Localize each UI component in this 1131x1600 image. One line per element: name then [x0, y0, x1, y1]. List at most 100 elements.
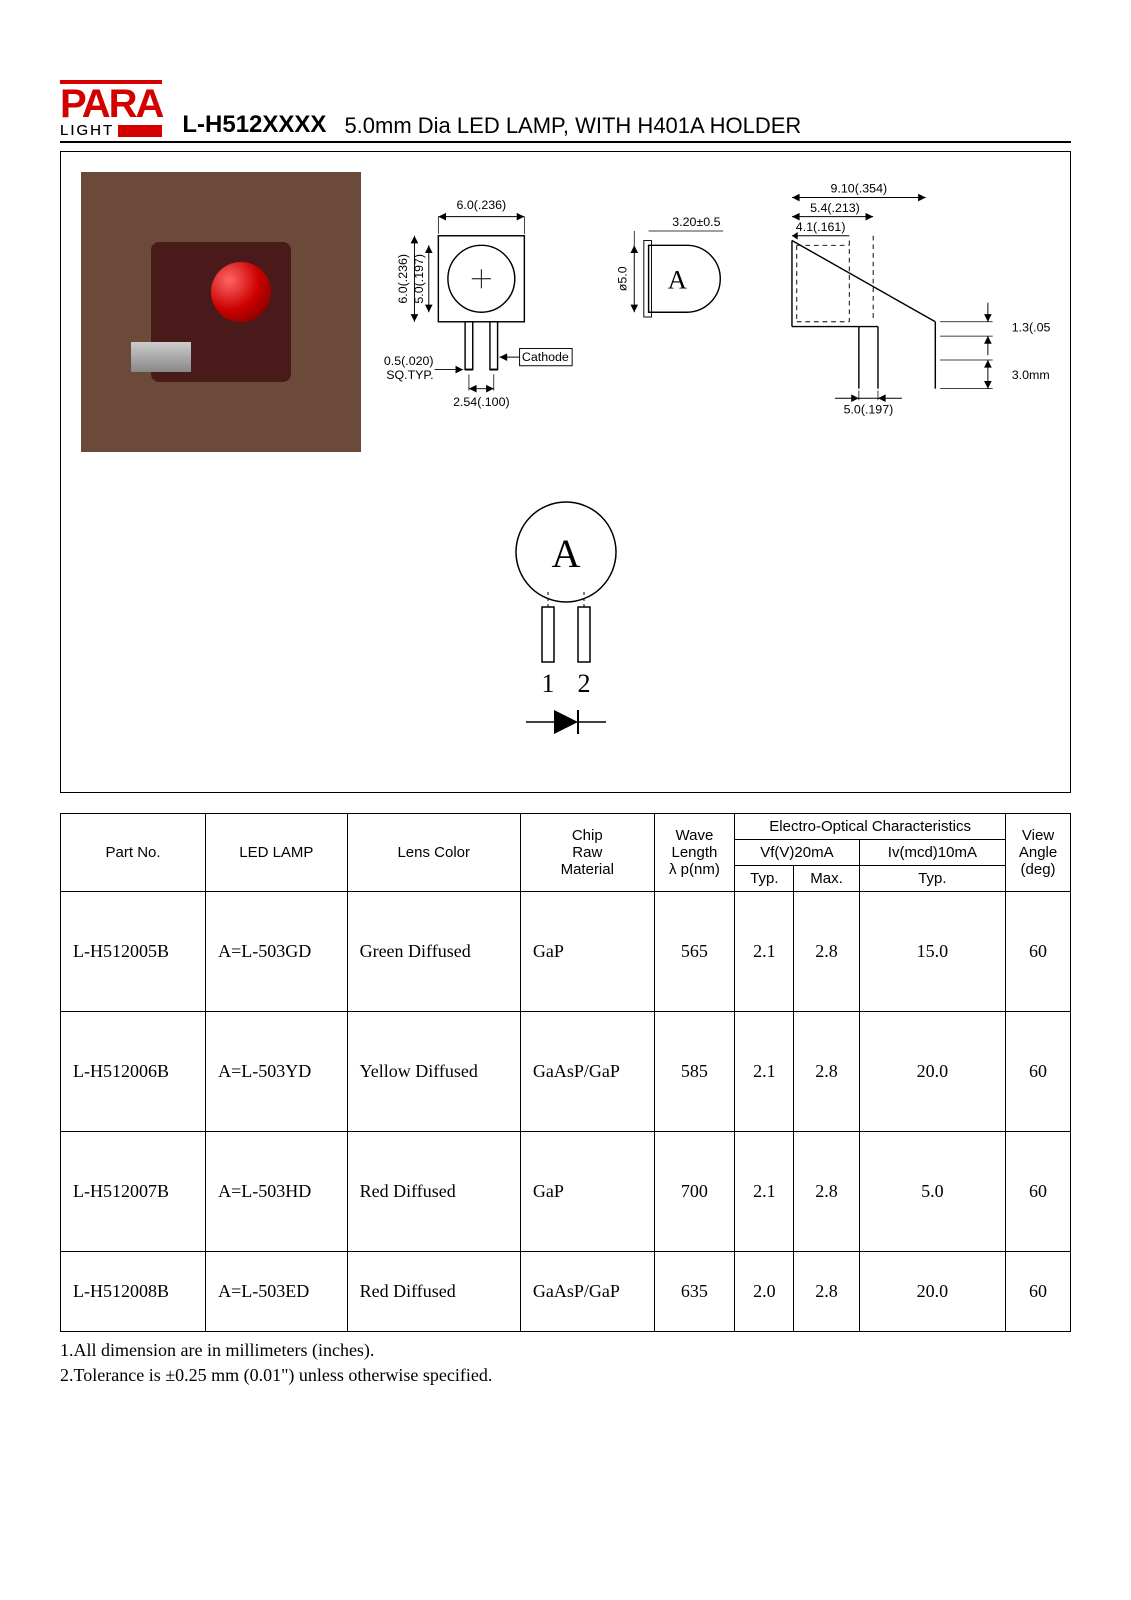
schematic-symbol: A 1 2 [81, 492, 1050, 752]
cell-chip: GaAsP/GaP [520, 1012, 654, 1132]
cell-partno: L-H512007B [61, 1132, 206, 1252]
th-wave: Wave Length λ p(nm) [654, 814, 735, 892]
technical-drawings: 6.0(.236) 6.0(.236) 5.0(.197) 0.5(.020) … [381, 172, 1050, 462]
dim-0-5-020: 0.5(.020) [384, 354, 434, 368]
cell-wave: 565 [654, 892, 735, 1012]
dim-1-3-052: 1.3(.052) [1012, 320, 1050, 334]
title-partno: L-H512XXXX [182, 111, 326, 139]
cell-lens: Red Diffused [347, 1132, 520, 1252]
logo-bottom-bar [118, 125, 162, 137]
cell-vftyp: 2.1 [735, 1132, 794, 1252]
th-iv: Iv(mcd)10mA [859, 840, 1005, 866]
spec-table: Part No. LED LAMP Lens Color Chip Raw Ma… [60, 813, 1071, 1332]
cell-lens: Red Diffused [347, 1252, 520, 1332]
letter-a-side: A [668, 264, 688, 294]
cell-vfmax: 2.8 [794, 1252, 859, 1332]
cell-angle: 60 [1006, 1132, 1071, 1252]
th-view-3: (deg) [1021, 861, 1056, 878]
spec-table-body: L-H512005B A=L-503GD Green Diffused GaP … [61, 892, 1071, 1332]
pin-2-label: 2 [577, 669, 590, 698]
cell-partno: L-H512008B [61, 1252, 206, 1332]
th-typ2: Typ. [859, 866, 1005, 892]
front-view: 6.0(.236) 6.0(.236) 5.0(.197) 0.5(.020) … [384, 198, 572, 409]
cell-ledlamp: A=L-503HD [206, 1132, 347, 1252]
th-partno: Part No. [61, 814, 206, 892]
table-row: L-H512006B A=L-503YD Yellow Diffused GaA… [61, 1012, 1071, 1132]
holder-side-view: 9.10(.354) 5.4(.213) 4.1(.161) [792, 182, 1050, 417]
cell-wave: 635 [654, 1252, 735, 1332]
cell-iv: 5.0 [859, 1132, 1005, 1252]
cell-vfmax: 2.8 [794, 892, 859, 1012]
schematic-letter-a: A [551, 531, 580, 576]
dim-5-0-197-v: 5.0(.197) [412, 254, 426, 304]
cell-lens: Yellow Diffused [347, 1012, 520, 1132]
cell-vftyp: 2.0 [735, 1252, 794, 1332]
th-chip-3: Material [561, 861, 614, 878]
dim-3-0mm: 3.0mm [1012, 368, 1050, 382]
th-chip-2: Raw [572, 844, 602, 861]
cell-vftyp: 2.1 [735, 892, 794, 1012]
cell-partno: L-H512005B [61, 892, 206, 1012]
diagram-top-row: 6.0(.236) 6.0(.236) 5.0(.197) 0.5(.020) … [81, 172, 1050, 462]
th-max: Max. [794, 866, 859, 892]
th-chip-1: Chip [572, 827, 603, 844]
cell-ledlamp: A=L-503ED [206, 1252, 347, 1332]
page-header: PARA LIGHT L-H512XXXX 5.0mm Dia LED LAMP… [60, 80, 1071, 143]
logo-bottom: LIGHT [60, 122, 162, 139]
cell-iv: 15.0 [859, 892, 1005, 1012]
cell-partno: L-H512006B [61, 1012, 206, 1132]
th-typ: Typ. [735, 866, 794, 892]
table-row: L-H512008B A=L-503ED Red Diffused GaAsP/… [61, 1252, 1071, 1332]
cell-chip: GaP [520, 1132, 654, 1252]
dim-6-0-236-v: 6.0(.236) [396, 254, 410, 304]
cell-iv: 20.0 [859, 1252, 1005, 1332]
title-desc: 5.0mm Dia LED LAMP, WITH H401A HOLDER [344, 113, 801, 139]
photo-pins [131, 342, 191, 372]
th-lenscolor: Lens Color [347, 814, 520, 892]
th-eoc: Electro-Optical Characteristics [735, 814, 1006, 840]
dim-4-1-161: 4.1(.161) [796, 220, 846, 234]
th-chip: Chip Raw Material [520, 814, 654, 892]
schematic-svg: A 1 2 [476, 492, 656, 752]
footnote-2: 2.Tolerance is ±0.25 mm (0.01") unless o… [60, 1363, 1071, 1388]
footnote-1: 1.All dimension are in millimeters (inch… [60, 1338, 1071, 1363]
logo-bottom-text: LIGHT [60, 122, 118, 139]
photo-led-dome [211, 262, 271, 322]
logo: PARA LIGHT [60, 80, 162, 139]
footnotes: 1.All dimension are in millimeters (inch… [60, 1338, 1071, 1388]
cell-vfmax: 2.8 [794, 1012, 859, 1132]
dim-phi5-0: ø5.0 [616, 266, 630, 291]
spec-table-head: Part No. LED LAMP Lens Color Chip Raw Ma… [61, 814, 1071, 892]
dim-5-0-197-h: 5.0(.197) [844, 403, 894, 417]
dim-5-4-213: 5.4(.213) [810, 201, 860, 215]
cell-vftyp: 2.1 [735, 1012, 794, 1132]
cell-angle: 60 [1006, 1252, 1071, 1332]
cell-angle: 60 [1006, 892, 1071, 1012]
th-vf: Vf(V)20mA [735, 840, 859, 866]
cell-vfmax: 2.8 [794, 1132, 859, 1252]
product-photo [81, 172, 361, 452]
table-row: L-H512007B A=L-503HD Red Diffused GaP 70… [61, 1132, 1071, 1252]
cell-ledlamp: A=L-503YD [206, 1012, 347, 1132]
pin-1-label: 1 [541, 669, 554, 698]
dim-9-10-354: 9.10(.354) [831, 182, 888, 196]
side-view: ø5.0 A 3.20±0.5 [616, 215, 724, 317]
th-wave-3: λ p(nm) [669, 861, 720, 878]
dim-sq-typ: SQ.TYP. [386, 368, 433, 382]
dim-2-54-100: 2.54(.100) [453, 395, 510, 409]
cell-wave: 585 [654, 1012, 735, 1132]
cathode-label: Cathode [522, 350, 569, 364]
drawings-svg: 6.0(.236) 6.0(.236) 5.0(.197) 0.5(.020) … [381, 172, 1050, 462]
logo-top: PARA [60, 80, 162, 122]
th-ledlamp: LED LAMP [206, 814, 347, 892]
cell-wave: 700 [654, 1132, 735, 1252]
cell-lens: Green Diffused [347, 892, 520, 1012]
cell-iv: 20.0 [859, 1012, 1005, 1132]
cell-ledlamp: A=L-503GD [206, 892, 347, 1012]
table-row: L-H512005B A=L-503GD Green Diffused GaP … [61, 892, 1071, 1012]
th-wave-2: Length [671, 844, 717, 861]
dim-6-0-236-h: 6.0(.236) [457, 198, 507, 212]
cell-angle: 60 [1006, 1012, 1071, 1132]
diagram-box: 6.0(.236) 6.0(.236) 5.0(.197) 0.5(.020) … [60, 151, 1071, 793]
th-wave-1: Wave [676, 827, 714, 844]
